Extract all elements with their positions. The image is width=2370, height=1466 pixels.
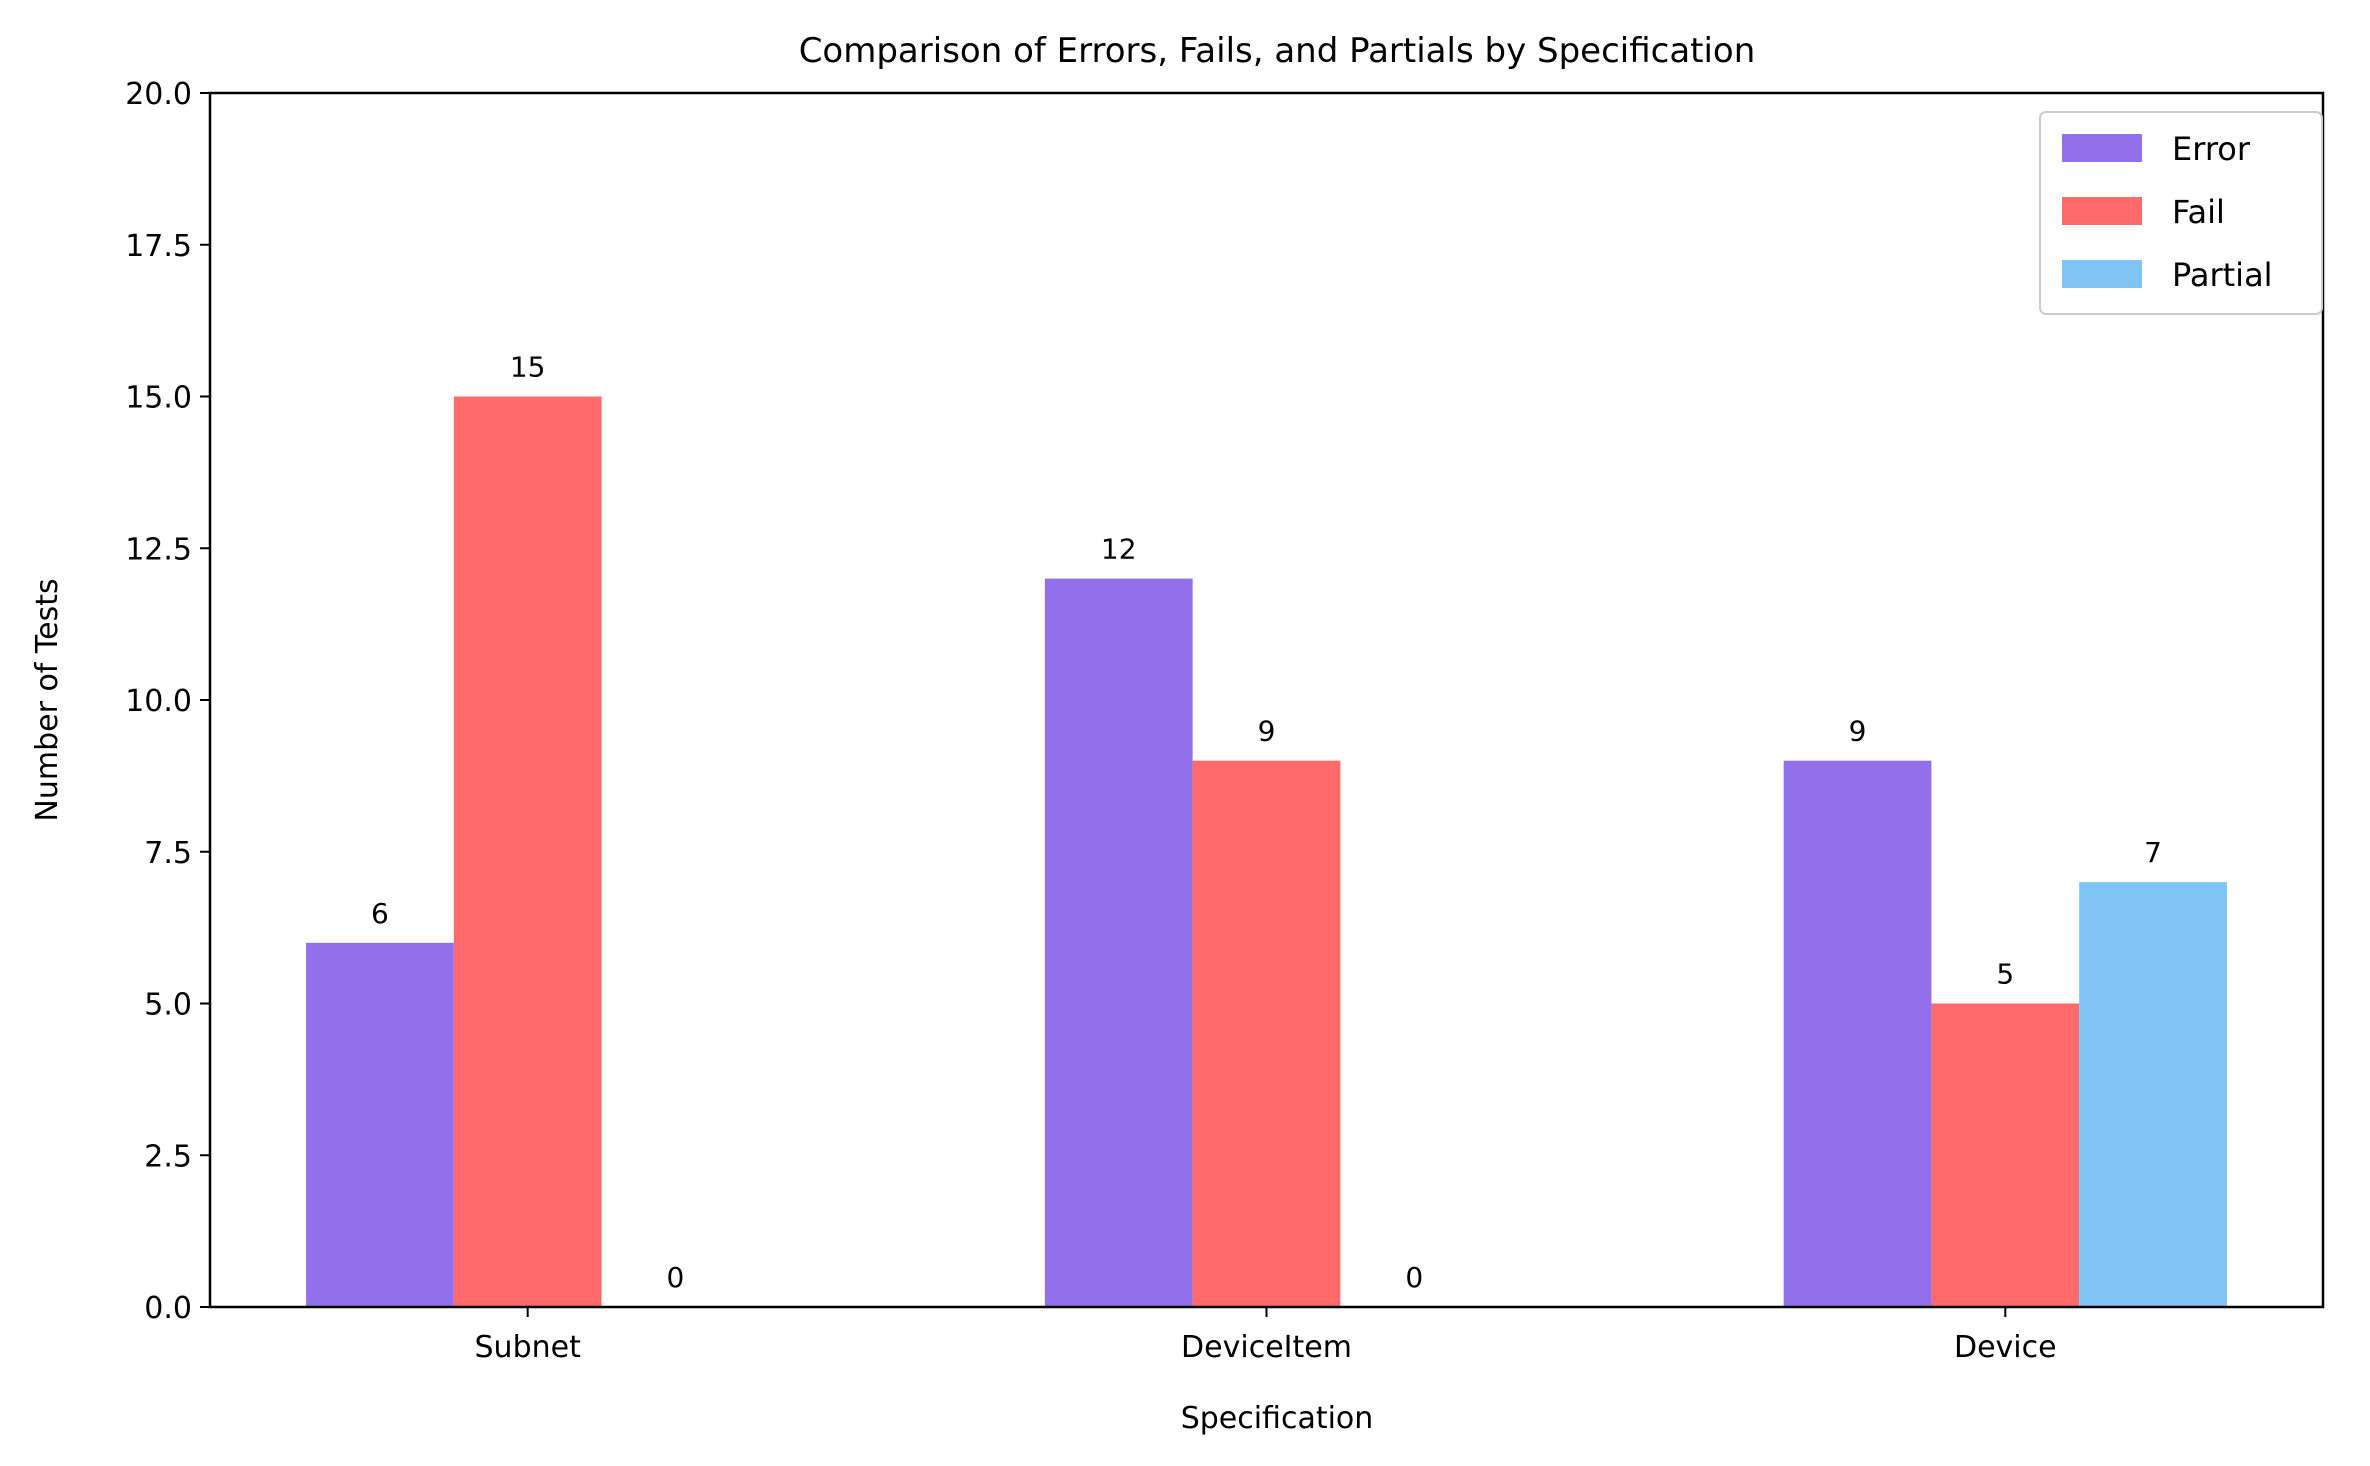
bar-value-labels: 6 12 9 15 9 5 0 0 7: [371, 351, 2162, 1295]
bar-partial-device: [2079, 882, 2227, 1307]
y-axis-label: Number of Tests: [30, 578, 65, 821]
y-tick-label: 7.5: [144, 836, 192, 871]
axes-group: 0.0 2.5 5.0 7.5 10.0 12.5 15.0 17.5 20.0 Subnet De…: [125, 77, 2325, 1365]
y-tick-label: 10.0: [125, 684, 192, 719]
bar-value-label: 6: [371, 897, 389, 930]
bar-value-label: 9: [1258, 715, 1276, 748]
legend-swatch-error: [2062, 134, 2142, 162]
y-tick-label: 15.0: [125, 381, 192, 416]
legend-label-partial: Partial: [2172, 256, 2273, 294]
x-axis-label: Specification: [1181, 1401, 1374, 1436]
bar-fail-device: [1931, 1003, 2080, 1307]
x-tick-label: DeviceItem: [1181, 1330, 1352, 1365]
y-tick-label: 20.0: [125, 77, 192, 112]
bar-value-label: 9: [1849, 715, 1867, 748]
bar-fail-deviceitem: [1192, 760, 1341, 1307]
bar-value-label: 12: [1101, 533, 1137, 566]
bar-value-label: 5: [1996, 958, 2014, 991]
y-tick-label: 5.0: [144, 988, 192, 1023]
chart-title: Comparison of Errors, Fails, and Partial…: [799, 31, 1756, 71]
y-tick-label: 0.0: [144, 1291, 192, 1326]
bar-fail-subnet: [453, 396, 602, 1307]
bar-value-label: 0: [1405, 1261, 1423, 1294]
bar-value-label: 7: [2144, 836, 2162, 869]
y-tick-label: 12.5: [125, 532, 192, 567]
bar-value-label: 0: [667, 1261, 685, 1294]
legend-label-error: Error: [2172, 130, 2251, 168]
legend-swatch-partial: [2062, 260, 2142, 288]
legend-swatch-fail: [2062, 197, 2142, 225]
bar-error-device: [1783, 760, 1932, 1307]
bar-error-deviceitem: [1044, 578, 1193, 1307]
x-tick-label: Device: [1954, 1330, 2057, 1365]
legend: Error Fail Partial: [2039, 111, 2323, 315]
bars-group: [306, 396, 2227, 1307]
legend-label-fail: Fail: [2172, 193, 2225, 231]
y-tick-label: 2.5: [144, 1139, 192, 1174]
x-tick-label: Subnet: [475, 1330, 582, 1365]
y-tick-label: 17.5: [125, 229, 192, 264]
bar-value-label: 15: [510, 351, 546, 384]
bar-error-subnet: [306, 942, 454, 1307]
